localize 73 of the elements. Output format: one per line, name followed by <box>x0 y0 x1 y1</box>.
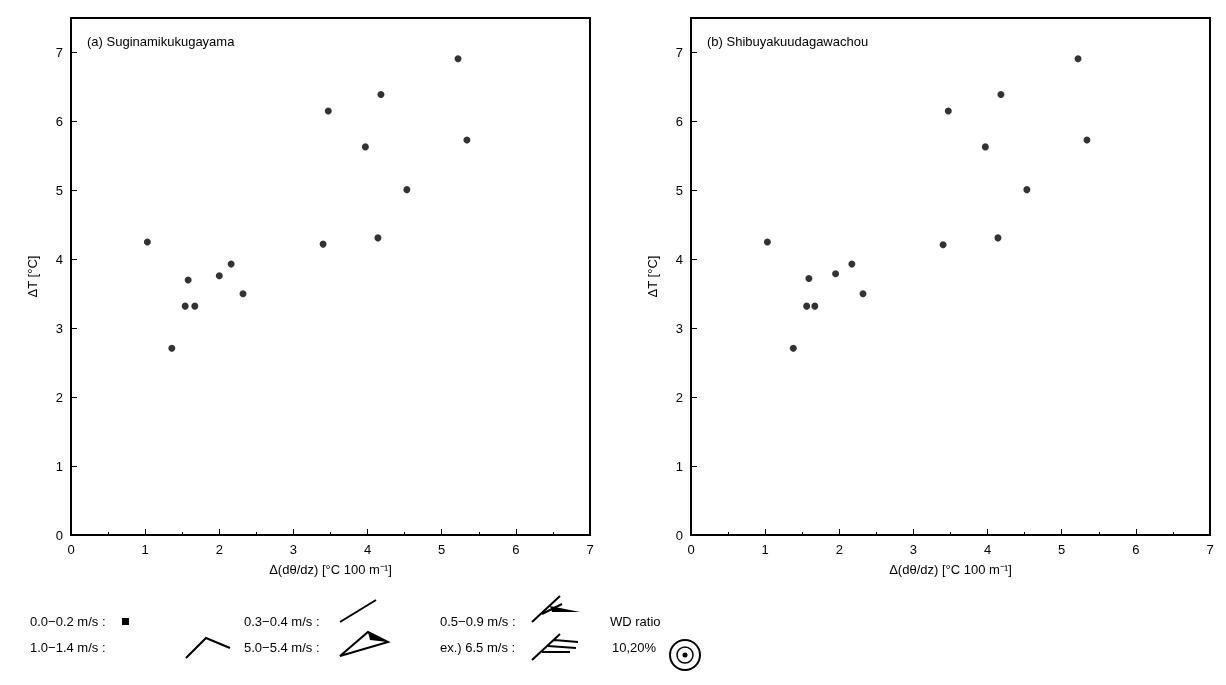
text: 5.0−5.4 m/s : <box>244 640 320 655</box>
x-tick-label: 1 <box>761 542 769 557</box>
x-axis-title: Δ(dθ/dz) [°C 100 m⁻¹] <box>269 562 392 577</box>
x-tick-label: 6 <box>1132 542 1140 557</box>
x-tick-label: 1 <box>141 542 149 557</box>
point <box>191 302 199 310</box>
text: (b) Shibuyakuudagawachou <box>707 34 869 49</box>
point <box>832 270 840 278</box>
y-tick-label: 1 <box>55 458 63 474</box>
point <box>811 302 819 310</box>
point <box>997 91 1005 99</box>
point <box>324 107 332 115</box>
y-tick-label: 1 <box>675 458 683 474</box>
point <box>403 186 411 194</box>
point <box>939 241 947 249</box>
point <box>215 272 223 280</box>
y-tick-label: 5 <box>55 182 63 198</box>
point <box>227 260 235 268</box>
point <box>859 290 867 298</box>
x-tick-label: 0 <box>687 542 695 557</box>
point <box>454 55 462 63</box>
text: 10,20% <box>612 640 657 655</box>
point <box>789 344 797 352</box>
point <box>1074 55 1082 63</box>
point <box>143 238 151 246</box>
point <box>181 302 189 310</box>
x-tick-label: 2 <box>215 542 223 557</box>
text: 0.5−0.9 m/s : <box>440 614 516 629</box>
y-axis-title: ΔT [°C] <box>25 255 40 298</box>
x-tick-label: 6 <box>512 542 520 557</box>
point <box>377 91 385 99</box>
text: WD ratio <box>610 614 661 629</box>
y-tick-label: 6 <box>675 113 683 129</box>
x-tick-label: 3 <box>289 542 298 557</box>
x-tick-label: 5 <box>438 542 446 557</box>
y-axis-title: ΔT [°C] <box>645 255 660 298</box>
text: 1.0−1.4 m/s : <box>30 640 106 655</box>
y-tick-label: 6 <box>55 113 63 129</box>
point <box>1023 186 1031 194</box>
x-tick-label: 4 <box>983 542 992 557</box>
x-tick-label: 5 <box>1058 542 1066 557</box>
point <box>168 344 176 352</box>
point <box>803 302 811 310</box>
x-axis-title: Δ(dθ/dz) [°C 100 m⁻¹] <box>889 562 1012 577</box>
point <box>981 143 989 151</box>
point <box>763 238 771 246</box>
point <box>361 143 369 151</box>
point <box>944 107 952 115</box>
y-tick-label: 2 <box>675 389 683 405</box>
text: (a) Suginamikukugayama <box>87 34 236 49</box>
x-tick-label: 2 <box>835 542 843 557</box>
y-tick-label: 7 <box>55 44 63 60</box>
text: 0.3−0.4 m/s : <box>244 614 320 629</box>
y-tick-label: 5 <box>675 182 683 198</box>
point <box>805 275 813 283</box>
point <box>848 260 856 268</box>
y-tick-label: 2 <box>55 389 63 405</box>
x-tick-label: 7 <box>1206 542 1214 557</box>
text: 0.0−0.2 m/s : <box>30 614 106 629</box>
y-tick-label: 3 <box>55 320 63 336</box>
y-tick-label: 0 <box>55 527 63 543</box>
y-tick-label: 4 <box>55 251 63 267</box>
x-tick-label: 7 <box>586 542 594 557</box>
x-tick-label: 3 <box>909 542 918 557</box>
y-tick-label: 7 <box>675 44 683 60</box>
x-tick-label: 0 <box>67 542 75 557</box>
y-tick-label: 4 <box>675 251 683 267</box>
x-tick-label: 4 <box>363 542 372 557</box>
y-tick-label: 0 <box>675 527 683 543</box>
text: ex.) 6.5 m/s : <box>440 640 516 655</box>
point <box>239 290 247 298</box>
y-tick-label: 3 <box>675 320 683 336</box>
point <box>184 276 192 284</box>
